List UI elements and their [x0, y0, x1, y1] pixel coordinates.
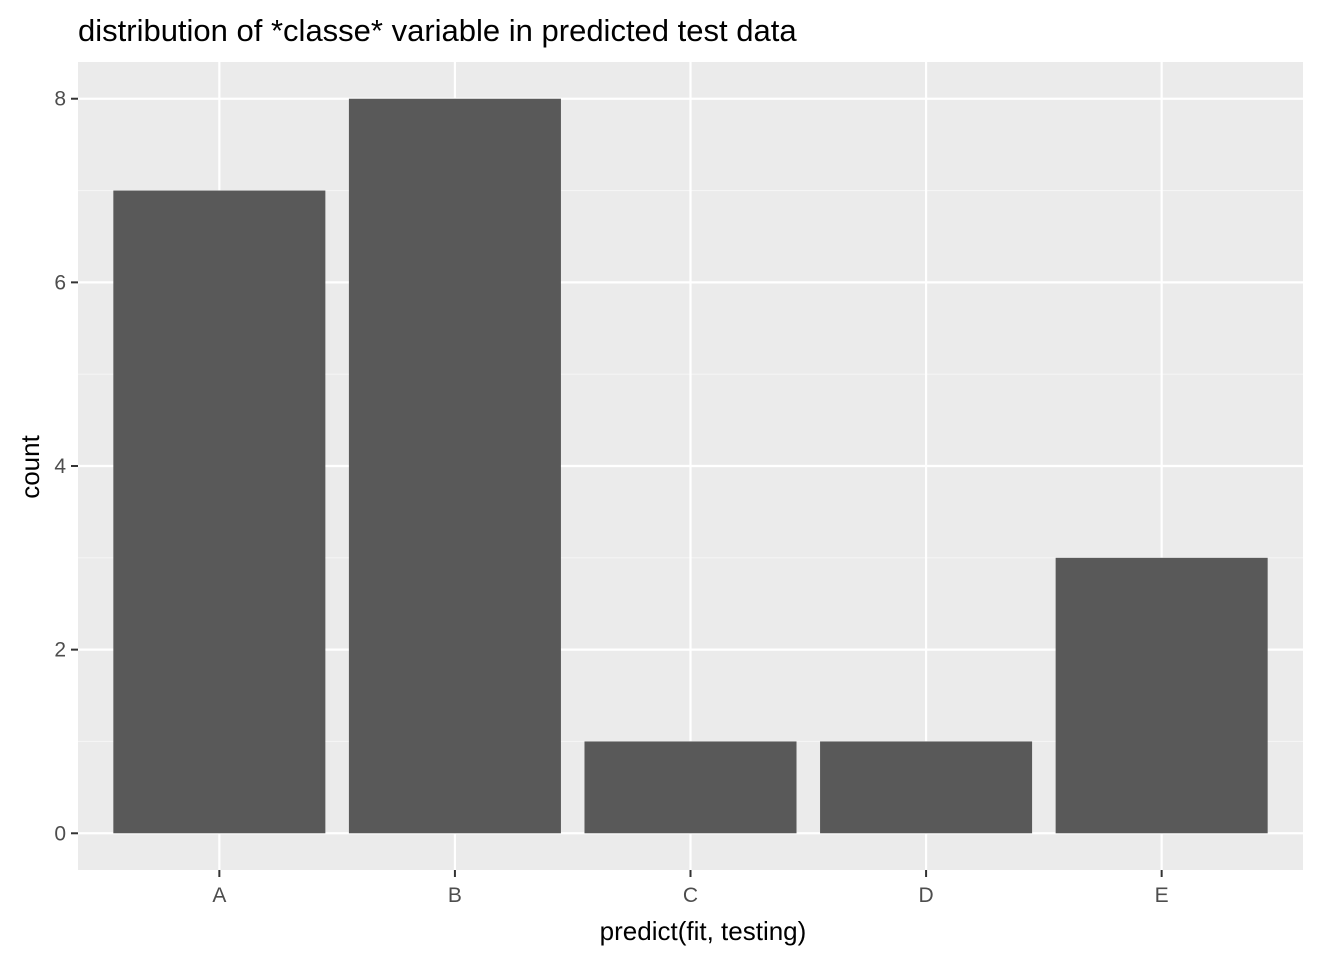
bars [113, 98, 1268, 834]
x-axis-title: predict(fit, testing) [600, 916, 807, 946]
y-tick-label: 2 [54, 639, 66, 662]
y-tick-label: 6 [54, 271, 66, 294]
y-tick-label: 0 [54, 822, 66, 845]
x-tick-label: E [1155, 884, 1169, 907]
y-axis-title: count [15, 434, 45, 498]
bar-c [584, 741, 797, 834]
y-tick-label: 4 [54, 455, 66, 478]
x-tick-label: B [448, 884, 462, 907]
chart-title: distribution of *classe* variable in pre… [78, 13, 797, 48]
bar-b [348, 98, 561, 834]
x-tick-label: C [683, 884, 698, 907]
bar-d [820, 741, 1033, 834]
bar-a [113, 190, 326, 834]
x-tick-label: D [918, 884, 933, 907]
y-tick-label: 8 [54, 88, 66, 111]
x-tick-label: A [212, 884, 226, 907]
y-axis: 0 2 4 6 8 [54, 88, 78, 845]
bar-e [1055, 557, 1268, 834]
x-axis: A B C D E [212, 870, 1169, 907]
